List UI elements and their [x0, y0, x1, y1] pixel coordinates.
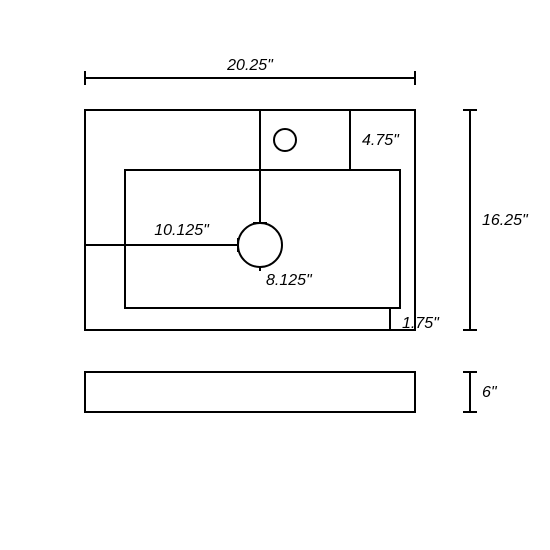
- drain-hole: [238, 223, 282, 267]
- dim-drainx-label: 10.125": [154, 222, 210, 239]
- inner-basin-rect: [125, 170, 400, 308]
- dim-faucet-label: 4.75": [362, 132, 400, 149]
- dim-bottom-label: 1.75": [402, 315, 440, 332]
- faucet-hole: [274, 129, 296, 151]
- dim-drainy-label: 8.125": [266, 272, 313, 289]
- dim-height-label: 16.25": [482, 212, 529, 229]
- dim-side-label: 6": [482, 384, 498, 401]
- side-view-rect: [85, 372, 415, 412]
- dim-width-label: 20.25": [226, 57, 274, 74]
